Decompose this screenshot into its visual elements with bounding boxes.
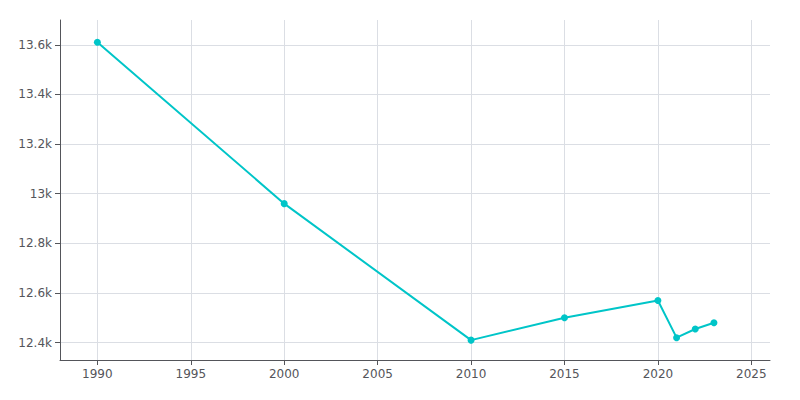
svg-text:2005: 2005 <box>362 367 393 381</box>
svg-text:2015: 2015 <box>549 367 580 381</box>
svg-text:13k: 13k <box>30 187 52 201</box>
svg-text:1995: 1995 <box>176 367 207 381</box>
svg-text:2000: 2000 <box>269 367 300 381</box>
svg-text:2020: 2020 <box>643 367 674 381</box>
svg-text:12.4k: 12.4k <box>18 336 52 350</box>
svg-text:13.4k: 13.4k <box>18 87 52 101</box>
svg-text:2025: 2025 <box>736 367 767 381</box>
svg-text:13.2k: 13.2k <box>18 137 52 151</box>
svg-text:1990: 1990 <box>82 367 113 381</box>
svg-text:12.8k: 12.8k <box>18 236 52 250</box>
svg-text:12.6k: 12.6k <box>18 286 52 300</box>
svg-text:2010: 2010 <box>456 367 487 381</box>
svg-text:13.6k: 13.6k <box>18 38 52 52</box>
